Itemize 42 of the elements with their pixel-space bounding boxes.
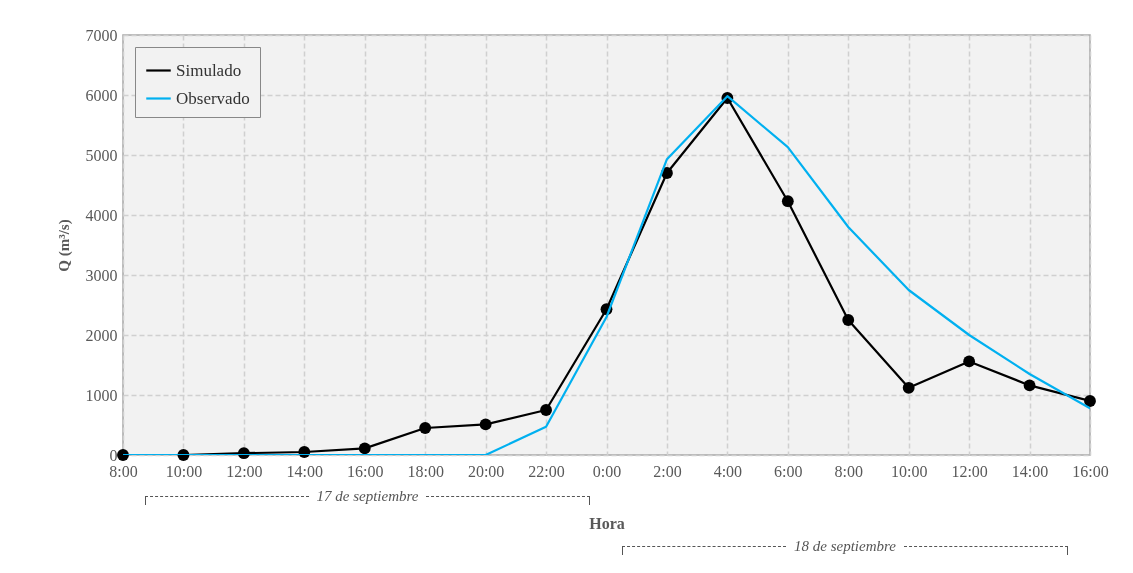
- point: [117, 449, 129, 461]
- point: [358, 442, 371, 455]
- point: [540, 404, 552, 416]
- point: [479, 418, 492, 431]
- x-tick-label: 8:00: [109, 462, 138, 480]
- x-tick-label: 18:00: [407, 462, 444, 480]
- x-tick-label: 2:00: [653, 462, 682, 480]
- point: [781, 195, 794, 208]
- x-tick-label: 4:00: [713, 462, 743, 480]
- x-tick-label: 12:00: [226, 462, 263, 480]
- y-tick-label: 2000: [85, 326, 118, 344]
- x-tick-label: 14:00: [1011, 462, 1049, 480]
- y-axis-title: Q (m³/s): [55, 219, 73, 272]
- x-tick-label: 0:00: [592, 462, 622, 480]
- y-tick-label: 5000: [85, 146, 118, 164]
- text: 18 de septiembre: [793, 538, 897, 555]
- y-tick-label: 4000: [85, 206, 118, 224]
- y-tick-label: 6000: [85, 86, 118, 104]
- point: [419, 422, 432, 434]
- y-tick-label: 7000: [85, 26, 118, 44]
- x-axis-title: Hora: [589, 514, 625, 532]
- x-tick-label: 12:00: [951, 462, 988, 480]
- x-tick-label: 16:00: [1072, 462, 1109, 480]
- point: [842, 314, 855, 326]
- y-tick-label: 1000: [85, 386, 118, 404]
- x-tick-label: 10:00: [890, 462, 928, 480]
- point: [963, 355, 976, 368]
- point: [1084, 395, 1096, 407]
- y-tick-label: 3000: [85, 266, 118, 284]
- legend-label: Simulado: [176, 60, 242, 80]
- x-tick-label: 20:00: [467, 462, 505, 480]
- x-tick-label: 22:00: [528, 462, 565, 480]
- legend-label: Observado: [176, 88, 250, 108]
- x-tick-label: 6:00: [774, 462, 803, 480]
- x-tick-label: 14:00: [286, 462, 324, 480]
- x-tick-label: 16:00: [347, 462, 384, 480]
- point: [1023, 379, 1036, 392]
- text: 17 de septiembre: [315, 488, 420, 505]
- y-tick-label: 0: [109, 446, 118, 464]
- point: [902, 381, 915, 394]
- x-tick-label: 10:00: [165, 462, 203, 480]
- x-tick-label: 8:00: [834, 462, 863, 480]
